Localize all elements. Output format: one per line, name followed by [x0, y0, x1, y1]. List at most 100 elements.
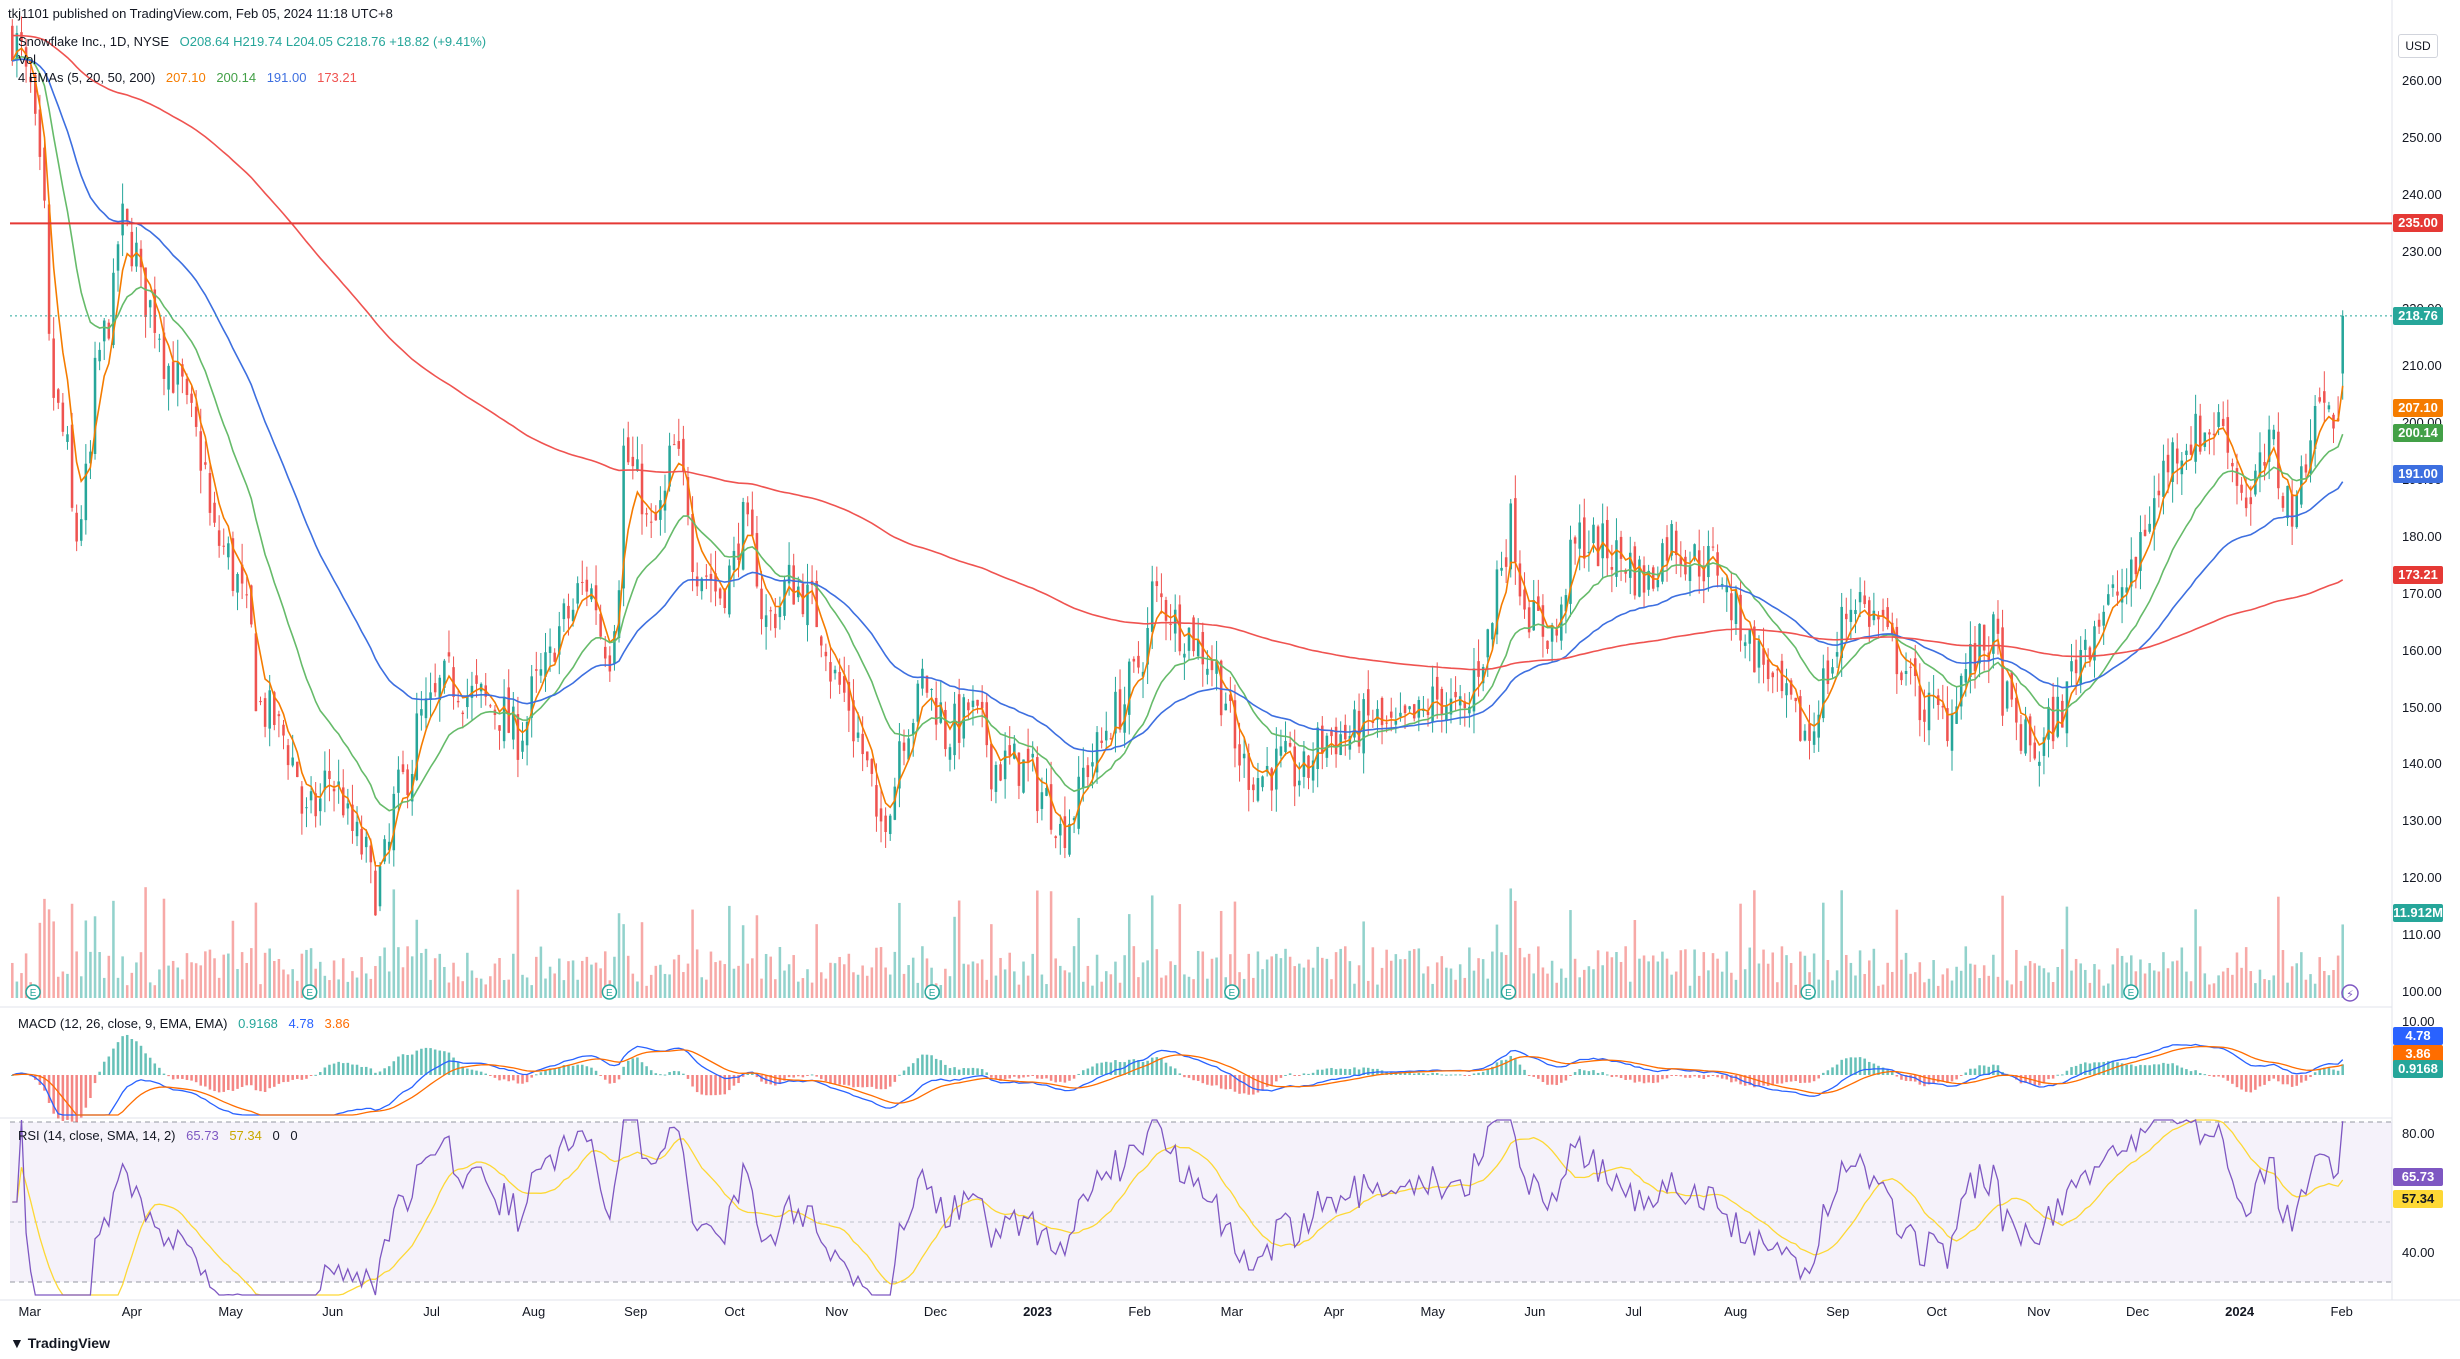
volume-bar [364, 973, 368, 998]
volume-bar [2272, 975, 2276, 998]
candle-body [1146, 627, 1149, 665]
macd-legend[interactable]: MACD (12, 26, close, 9, EMA, EMA) 0.9168… [18, 1016, 357, 1031]
candle-body [314, 793, 317, 817]
volume-bar [1334, 952, 1338, 998]
candle-body [1118, 689, 1122, 730]
time-tick: Apr [121, 1304, 142, 1319]
macd-hist-bar [911, 1063, 915, 1075]
macd-hist-bar [870, 1075, 874, 1087]
macd-hist-bar [1679, 1075, 1683, 1077]
candle-body [1219, 660, 1223, 716]
macd-hist-bar [1799, 1075, 1802, 1083]
volume-bar [2042, 968, 2046, 998]
rsi-band [10, 1122, 2392, 1282]
candle-body [668, 445, 671, 487]
candle-body [1054, 836, 1057, 839]
candle-body [1504, 557, 1508, 567]
macd-hist-bar [2295, 1075, 2299, 1086]
volume-bar [2001, 895, 2004, 998]
candle-body [286, 745, 290, 766]
volume-bar [383, 947, 386, 998]
volume-bar [1854, 975, 1857, 998]
candle-body [1311, 760, 1315, 781]
rsi-legend[interactable]: RSI (14, close, SMA, 14, 2) 65.73 57.34 … [18, 1128, 305, 1143]
candle-body [2272, 429, 2276, 440]
volume-bar [2102, 985, 2105, 998]
volume-bar [617, 913, 621, 998]
volume-bar [921, 946, 924, 998]
macd-hist-bar [1762, 1075, 1765, 1086]
ohlc-values: O208.64 H219.74 L204.05 C218.76 +18.82 (… [179, 34, 487, 49]
volume-bar [277, 958, 281, 998]
macd-hist-bar [2148, 1065, 2151, 1075]
volume-bar [1353, 983, 1356, 998]
macd-hist-bar [1160, 1058, 1163, 1075]
candle-body [2171, 442, 2174, 482]
macd-hist-bar [2231, 1075, 2234, 1084]
candle-body [1748, 629, 1752, 644]
macd-hist-bar [2097, 1062, 2101, 1075]
macd-hist-bar [806, 1075, 809, 1076]
macd-hist-bar [493, 1075, 497, 1078]
currency-button[interactable]: USD [2398, 34, 2438, 58]
candle-body [1583, 517, 1586, 559]
tradingview-logo[interactable]: ▼ TradingView [10, 1335, 110, 1351]
candle-body [576, 583, 579, 604]
macd-hist-bar [277, 1075, 281, 1084]
macd-hist-bar [654, 1073, 658, 1075]
candle-body [383, 839, 386, 862]
candle-body [1215, 661, 1218, 674]
macd-hist-bar [1642, 1075, 1646, 1084]
volume-bar [1959, 970, 1963, 998]
candle-body [2084, 639, 2087, 650]
volume-bar [1022, 961, 1025, 998]
candle-body [1560, 604, 1563, 641]
macd-hist-bar [916, 1058, 920, 1075]
candle-body [1059, 823, 1062, 836]
volume-bar [489, 976, 492, 998]
macd-hist-bar [43, 1075, 46, 1091]
macd-hist-bar [2212, 1075, 2216, 1077]
volume-bar [392, 889, 396, 998]
volume-bar [999, 957, 1002, 998]
ema-lines [11, 34, 2344, 867]
macd-hist-bar [2332, 1069, 2335, 1075]
volume-bar [1288, 956, 1292, 998]
volume-bar [254, 902, 258, 998]
macd-hist-bar [1955, 1075, 1958, 1080]
macd-hist-bar [755, 1075, 759, 1078]
volume-legend[interactable]: Vol [18, 52, 43, 67]
macd-hist-bar [56, 1075, 60, 1119]
candle-body [144, 267, 147, 317]
macd-hist-bar [337, 1061, 340, 1075]
macd-hist-bar [112, 1048, 115, 1075]
volume-bar [1909, 973, 1912, 998]
volume-bar [1118, 982, 1122, 998]
symbol-legend[interactable]: Snowflake Inc., 1D, NYSE O208.64 H219.74… [18, 34, 493, 49]
candle-body [475, 675, 478, 684]
volume-bar [847, 953, 851, 998]
candle-body [567, 605, 570, 619]
volume-bar [948, 976, 952, 998]
candle-body [277, 714, 281, 717]
candle-body [318, 798, 322, 812]
volume-bar [925, 958, 929, 998]
macd-hist-bar [1504, 1059, 1508, 1075]
macd-hist-bar [1187, 1075, 1191, 1078]
candle-body [1546, 640, 1549, 649]
macd-hist-bar [1789, 1075, 1793, 1082]
macd-hist-bar [1587, 1071, 1591, 1075]
volume-bar [231, 920, 235, 998]
ema-line-200 [12, 34, 2344, 671]
ema-legend[interactable]: 4 EMAs (5, 20, 50, 200) 207.10 200.14 19… [18, 70, 364, 85]
macd-hist-bar [714, 1075, 717, 1096]
macd-hist-bar [1435, 1073, 1439, 1075]
candle-body [2038, 761, 2041, 766]
macd-hist-bar [1252, 1075, 1255, 1095]
alert-icon[interactable] [2341, 984, 2359, 1002]
macd-hist-bar [599, 1075, 602, 1076]
volume-bar [2088, 982, 2092, 998]
macd-hist-bar [1449, 1074, 1453, 1076]
volume-bar [829, 962, 832, 998]
